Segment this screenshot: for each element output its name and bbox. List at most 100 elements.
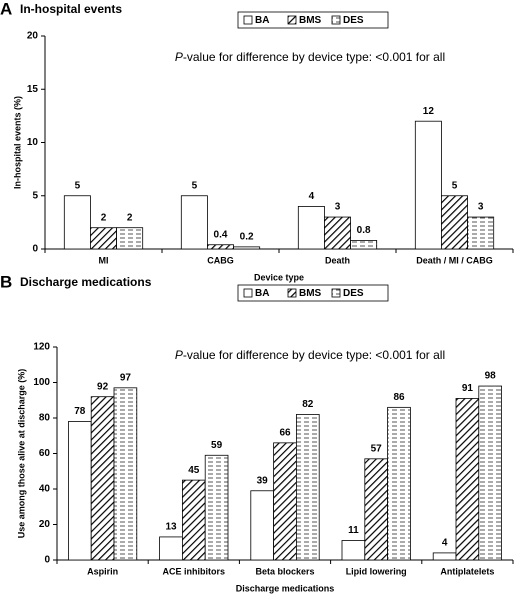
data-label: 78 [74, 406, 86, 417]
data-label: 0.2 [240, 232, 254, 243]
data-label: 13 [165, 522, 177, 533]
panel-label: A [0, 0, 12, 18]
x-tick-label: Antiplatelets [440, 566, 494, 576]
bar [432, 552, 457, 561]
data-label: 5 [452, 180, 458, 191]
data-label: 97 [120, 372, 132, 383]
x-axis-label: Discharge medications [236, 583, 335, 593]
bar [63, 195, 91, 250]
y-tick-label: 20 [39, 519, 51, 530]
bar [207, 244, 234, 250]
data-label: 86 [393, 392, 405, 403]
legend-swatch [287, 15, 297, 25]
x-tick-label: MI [99, 255, 109, 265]
y-tick-label: 0 [44, 555, 50, 566]
bar [180, 195, 208, 250]
bar [364, 458, 388, 561]
y-tick-label: 5 [32, 190, 38, 201]
legend-label: DES [343, 15, 364, 26]
bar [250, 490, 275, 561]
panel-title: In-hospital events [20, 2, 122, 16]
bar [273, 442, 297, 561]
bar [324, 216, 351, 250]
data-label: 82 [302, 399, 314, 410]
bar [467, 216, 495, 250]
legend-swatch [287, 288, 297, 298]
data-label: 3 [335, 202, 341, 213]
legend: BA BMS DES [237, 284, 389, 302]
y-tick-label: 40 [39, 484, 51, 495]
legend: BA BMS DES [237, 11, 389, 29]
bar [204, 454, 229, 561]
data-label: 5 [75, 180, 81, 191]
legend-swatch [331, 288, 341, 298]
y-tick-label: 0 [32, 244, 38, 255]
annotation: P-value for difference by device type: <… [175, 50, 445, 64]
data-label: 92 [97, 381, 109, 392]
data-label: 66 [279, 427, 291, 438]
x-tick-label: Death / MI / CABG [416, 255, 493, 265]
legend-swatch [243, 15, 253, 25]
legend-label: BA [255, 15, 269, 26]
y-tick-label: 80 [39, 413, 51, 424]
bar [297, 205, 325, 250]
annotation: P-value for difference by device type: <… [175, 348, 445, 362]
annotation-text: -value for difference by device type: <0… [183, 348, 445, 362]
y-tick-label: 120 [33, 342, 50, 353]
x-tick-label: Death [325, 255, 350, 265]
legend-label: DES [343, 288, 364, 299]
data-label: 0.8 [357, 225, 371, 236]
data-label: 4 [309, 191, 315, 202]
annotation-italic: P [175, 348, 183, 362]
bar [68, 421, 92, 561]
y-axis-label: In-hospital events (%) [12, 96, 22, 189]
x-tick-label: Lipid lowering [346, 566, 407, 576]
data-label: 2 [127, 212, 133, 223]
bar [90, 396, 115, 561]
panel-label: B [0, 272, 12, 291]
legend-label: BMS [299, 288, 322, 299]
x-axis-label: Device type [254, 272, 304, 282]
bar [159, 536, 183, 561]
bar [478, 385, 502, 561]
y-tick-label: 15 [27, 84, 39, 95]
data-label: 45 [188, 465, 200, 476]
bar [116, 227, 144, 250]
y-tick-label: 60 [39, 448, 51, 459]
bar [441, 195, 468, 250]
y-tick-label: 10 [27, 137, 39, 148]
data-label: 12 [423, 106, 435, 117]
bar [414, 120, 442, 250]
legend-box [237, 284, 389, 302]
y-tick-label: 20 [27, 31, 39, 42]
bar [455, 398, 480, 561]
x-tick-label: CABG [207, 255, 234, 265]
annotation-text: -value for difference by device type: <0… [183, 50, 445, 64]
bar [233, 246, 261, 250]
data-label: 91 [462, 383, 474, 394]
y-tick-label: 100 [33, 377, 50, 388]
data-label: 57 [371, 443, 383, 454]
data-label: 11 [348, 525, 359, 536]
bar [350, 240, 378, 250]
data-label: 4 [442, 538, 448, 549]
legend-swatch [331, 15, 341, 25]
x-tick-label: Beta blockers [255, 566, 314, 576]
legend-label: BMS [299, 15, 322, 26]
legend-swatch [243, 288, 253, 298]
data-label: 98 [485, 371, 497, 382]
data-label: 0.4 [214, 229, 228, 240]
x-tick-label: ACE inhibitors [163, 566, 226, 576]
x-tick-label: Aspirin [87, 566, 118, 576]
legend-label: BA [255, 288, 269, 299]
legend-box [237, 11, 389, 29]
bar [113, 387, 138, 561]
bar [387, 406, 411, 561]
bar [181, 479, 206, 561]
bar [341, 540, 366, 561]
y-axis-label: Use among those alive at discharge (%) [16, 369, 26, 539]
data-label: 39 [257, 475, 269, 486]
annotation-italic: P [175, 50, 183, 64]
bar [295, 414, 320, 561]
